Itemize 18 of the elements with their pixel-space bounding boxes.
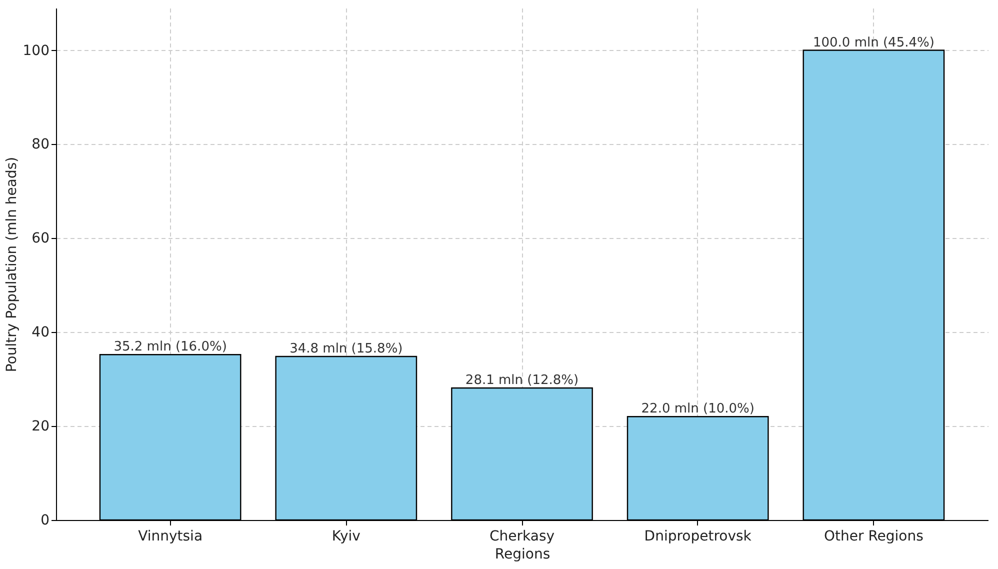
- y-tick-label: 0: [40, 512, 50, 528]
- x-axis-title: Regions: [494, 546, 550, 562]
- y-tick-label: 20: [32, 418, 50, 435]
- y-axis-title: Poultry Population (mln heads): [4, 156, 20, 372]
- x-tick-label: Dnipropetrovsk: [644, 528, 752, 544]
- data-label: 35.2 mln (16.0%): [114, 340, 227, 355]
- x-tick-label: Cherkasy: [489, 528, 555, 544]
- y-tick-label: 60: [32, 230, 50, 247]
- y-tick-label: 40: [32, 324, 50, 341]
- x-tick-label: Vinnytsia: [138, 528, 203, 544]
- data-label: 28.1 mln (12.8%): [465, 373, 579, 388]
- y-tick-label: 100: [22, 42, 50, 59]
- data-label: 34.8 mln (15.8%): [290, 342, 403, 357]
- data-label: 22.0 mln (10.0%): [641, 402, 754, 417]
- x-tick-label: Kyiv: [332, 528, 360, 544]
- y-tick-label: 80: [32, 136, 50, 153]
- x-tick-label: Other Regions: [824, 528, 924, 544]
- data-label: 100.0 mln (45.4%): [812, 35, 934, 50]
